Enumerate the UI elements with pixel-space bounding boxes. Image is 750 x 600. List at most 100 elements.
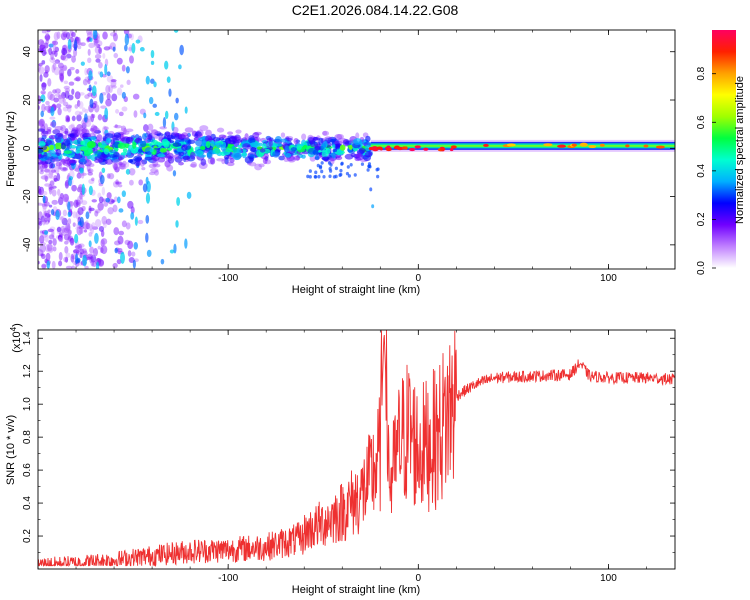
snr-x-label: Height of straight line (km)	[292, 584, 420, 596]
noise-speck	[121, 220, 127, 228]
band-tail	[308, 175, 312, 179]
band-blob	[104, 158, 114, 165]
band-blob	[112, 158, 122, 165]
noise-speck	[47, 247, 54, 252]
band-blob	[325, 147, 331, 155]
carrier-peak	[385, 147, 392, 152]
noise-speck	[62, 64, 68, 72]
noise-speck-strong	[67, 201, 71, 211]
noise-speck-strong	[154, 111, 160, 117]
carrier-bright	[558, 144, 566, 148]
band-blob	[71, 159, 78, 164]
noise-speck-strong	[40, 110, 45, 118]
band-blob	[218, 134, 227, 139]
x-tick-label: 100	[600, 273, 617, 284]
noise-speck	[111, 93, 118, 102]
noise-speck	[47, 78, 52, 87]
band-blob	[250, 142, 259, 148]
noise-speck	[81, 107, 86, 113]
noise-speck	[78, 226, 85, 230]
noise-speck	[118, 111, 124, 117]
band-blob	[88, 147, 93, 153]
noise-speck	[108, 84, 113, 94]
noise-speck	[86, 30, 92, 36]
noise-speck	[128, 47, 132, 51]
band-tail	[369, 187, 373, 192]
noise-speck	[102, 31, 108, 40]
band-blob	[135, 137, 141, 144]
noise-speck-strong	[95, 261, 100, 269]
noise-speck	[60, 225, 66, 234]
band-blob	[337, 149, 342, 156]
noise-speck	[79, 252, 83, 259]
colorbar-tick-label: 0.4	[696, 163, 707, 177]
noise-speck	[98, 226, 105, 232]
noise-speck	[87, 171, 93, 176]
noise-speck-strong	[131, 42, 136, 54]
band-blob	[358, 147, 366, 154]
band-blob	[150, 168, 159, 173]
snr-y-scale-base: (x10	[11, 331, 23, 352]
carrier-peak	[376, 146, 383, 150]
band-tail	[334, 166, 339, 171]
noise-speck	[41, 91, 46, 96]
band-blob	[117, 142, 127, 149]
noise-speck	[58, 236, 62, 243]
colorbar-tick-label: 0.6	[696, 115, 707, 129]
noise-speck	[58, 194, 65, 200]
noise-speck	[86, 31, 93, 39]
noise-speck	[127, 250, 132, 257]
noise-speck	[46, 30, 51, 33]
colorbar-gradient	[712, 30, 736, 268]
noise-speck	[76, 100, 81, 107]
noise-speck	[61, 30, 68, 35]
noise-speck	[84, 108, 89, 114]
band-blob	[213, 147, 221, 155]
band-blob	[38, 161, 47, 165]
noise-speck-strong	[186, 191, 192, 199]
noise-speck	[51, 50, 56, 55]
noise-speck	[91, 226, 99, 230]
noise-speck	[79, 228, 84, 235]
noise-speck	[39, 74, 43, 82]
noise-speck-strong	[106, 71, 111, 77]
noise-speck-strong	[55, 210, 60, 221]
band-tail	[345, 171, 350, 176]
noise-speck	[62, 106, 69, 112]
noise-speck	[70, 253, 75, 263]
noise-speck	[57, 197, 64, 206]
band-blob	[144, 156, 154, 161]
band-blob	[181, 144, 188, 151]
carrier-bright	[506, 143, 516, 147]
noise-speck	[101, 186, 106, 196]
band-tail	[329, 169, 333, 173]
band-blob	[38, 152, 42, 159]
noise-speck	[71, 115, 76, 122]
band-blob	[159, 126, 168, 130]
band-blob	[248, 161, 257, 167]
noise-speck-strong	[169, 249, 175, 254]
band-tail	[320, 161, 324, 165]
noise-speck	[76, 42, 83, 46]
noise-speck-strong	[91, 85, 97, 97]
noise-speck	[51, 40, 57, 45]
band-blob	[307, 134, 314, 141]
noise-speck-strong	[84, 113, 88, 123]
band-blob	[307, 147, 317, 155]
noise-speck	[94, 210, 99, 217]
noise-speck	[43, 71, 49, 78]
noise-speck	[117, 235, 124, 245]
noise-speck-strong	[164, 110, 169, 120]
noise-speck	[43, 169, 50, 173]
noise-speck	[66, 224, 71, 234]
band-blob	[151, 156, 157, 161]
carrier-peak	[414, 145, 421, 149]
band-tail	[339, 168, 343, 173]
band-blob	[113, 163, 118, 171]
noise-speck	[71, 55, 76, 63]
band-tail	[338, 173, 342, 177]
noise-speck-strong	[89, 37, 93, 42]
band-tail	[349, 163, 353, 167]
noise-speck	[61, 47, 68, 56]
noise-speck-strong	[44, 230, 48, 235]
